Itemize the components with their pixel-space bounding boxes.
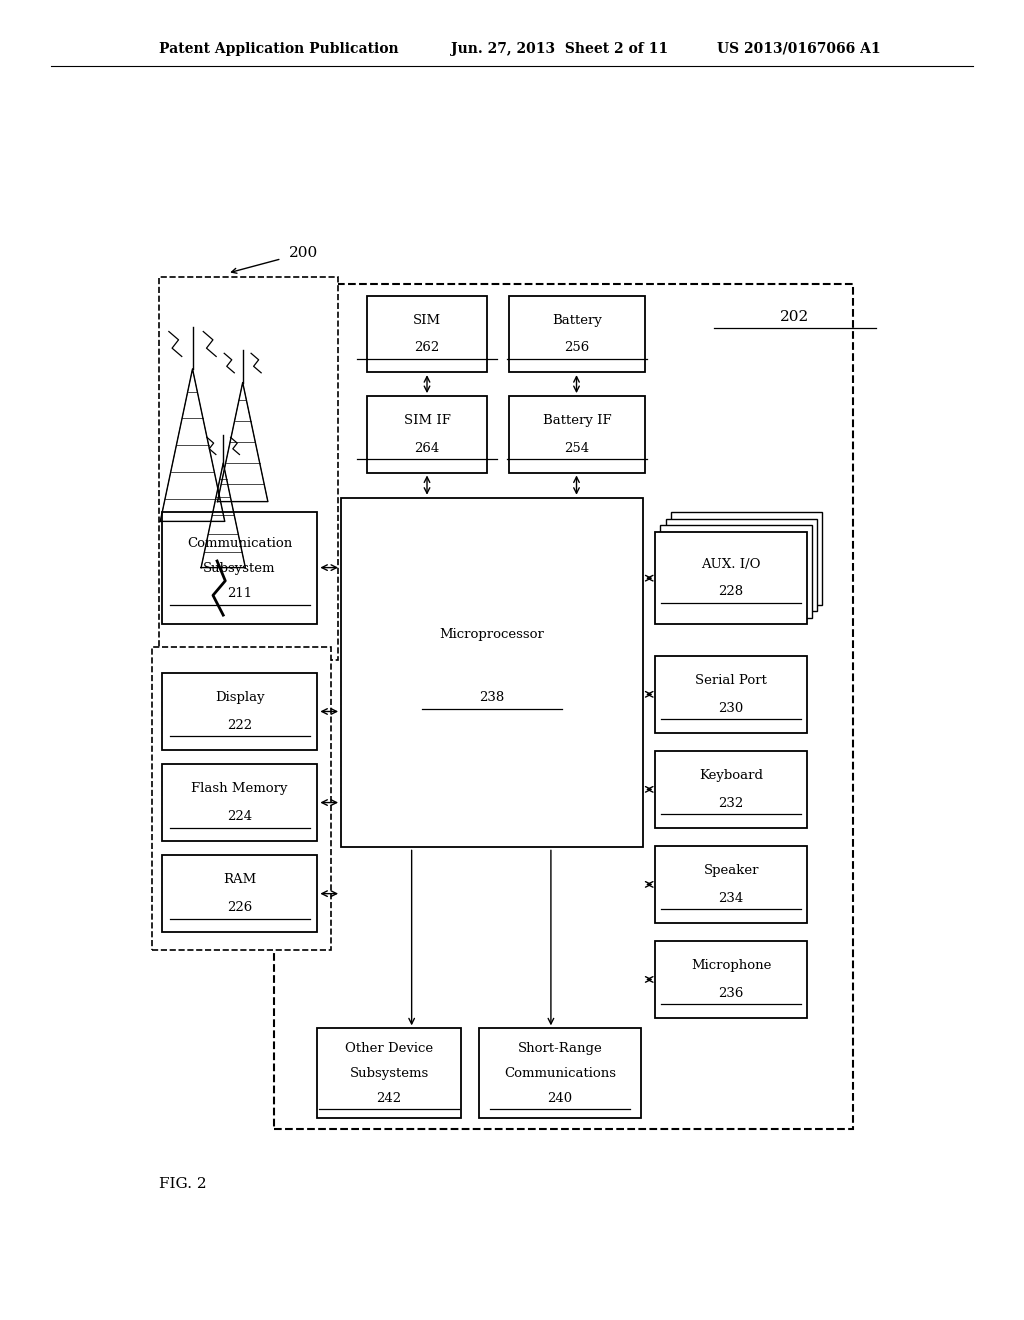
- Text: AUX. I/O: AUX. I/O: [701, 558, 761, 570]
- FancyBboxPatch shape: [274, 284, 853, 1129]
- Text: Patent Application Publication: Patent Application Publication: [159, 42, 398, 55]
- Text: 242: 242: [377, 1092, 401, 1105]
- Text: SIM IF: SIM IF: [403, 414, 451, 426]
- Text: 234: 234: [719, 892, 743, 904]
- FancyBboxPatch shape: [655, 846, 807, 923]
- FancyBboxPatch shape: [655, 532, 807, 624]
- Text: Battery IF: Battery IF: [543, 414, 611, 426]
- Text: Battery: Battery: [552, 314, 602, 326]
- FancyBboxPatch shape: [162, 673, 317, 750]
- Text: 236: 236: [719, 987, 743, 999]
- FancyBboxPatch shape: [655, 751, 807, 828]
- Text: SIM: SIM: [413, 314, 441, 326]
- Text: Microphone: Microphone: [691, 960, 771, 972]
- Text: Microprocessor: Microprocessor: [439, 628, 545, 642]
- Text: 228: 228: [719, 586, 743, 598]
- FancyBboxPatch shape: [317, 1028, 461, 1118]
- Text: 256: 256: [564, 342, 590, 354]
- Text: Short-Range: Short-Range: [518, 1041, 602, 1055]
- FancyBboxPatch shape: [367, 396, 487, 473]
- Text: FIG. 2: FIG. 2: [159, 1177, 207, 1191]
- Text: Communications: Communications: [504, 1067, 616, 1080]
- Text: RAM: RAM: [223, 874, 256, 886]
- Text: 226: 226: [227, 902, 252, 913]
- FancyBboxPatch shape: [367, 296, 487, 372]
- FancyBboxPatch shape: [509, 396, 645, 473]
- Text: 224: 224: [227, 810, 252, 822]
- Text: 230: 230: [719, 702, 743, 714]
- Text: Communication: Communication: [187, 537, 292, 549]
- Text: 202: 202: [780, 310, 810, 323]
- Text: Display: Display: [215, 692, 264, 704]
- FancyBboxPatch shape: [162, 512, 317, 624]
- Text: 211: 211: [227, 587, 252, 599]
- FancyBboxPatch shape: [479, 1028, 641, 1118]
- Text: Jun. 27, 2013  Sheet 2 of 11: Jun. 27, 2013 Sheet 2 of 11: [451, 42, 668, 55]
- Text: 200: 200: [289, 247, 318, 260]
- Text: Subsystem: Subsystem: [204, 562, 275, 574]
- Text: Speaker: Speaker: [703, 865, 759, 876]
- FancyBboxPatch shape: [509, 296, 645, 372]
- FancyBboxPatch shape: [666, 519, 817, 611]
- Text: US 2013/0167066 A1: US 2013/0167066 A1: [717, 42, 881, 55]
- Text: Subsystems: Subsystems: [349, 1067, 429, 1080]
- Text: 254: 254: [564, 442, 590, 454]
- Text: 232: 232: [719, 797, 743, 809]
- FancyBboxPatch shape: [655, 941, 807, 1018]
- FancyBboxPatch shape: [162, 764, 317, 841]
- Text: 262: 262: [415, 342, 439, 354]
- FancyBboxPatch shape: [660, 525, 812, 618]
- FancyBboxPatch shape: [671, 512, 822, 605]
- Text: 264: 264: [415, 442, 439, 454]
- FancyBboxPatch shape: [159, 277, 338, 660]
- FancyBboxPatch shape: [341, 498, 643, 847]
- Text: Keyboard: Keyboard: [699, 770, 763, 781]
- Text: 222: 222: [227, 719, 252, 731]
- Text: Flash Memory: Flash Memory: [191, 783, 288, 795]
- Text: 238: 238: [479, 692, 505, 704]
- FancyBboxPatch shape: [655, 656, 807, 733]
- Text: Other Device: Other Device: [345, 1041, 433, 1055]
- Text: Serial Port: Serial Port: [695, 675, 767, 686]
- FancyBboxPatch shape: [152, 647, 331, 950]
- Text: 240: 240: [548, 1092, 572, 1105]
- FancyBboxPatch shape: [162, 855, 317, 932]
